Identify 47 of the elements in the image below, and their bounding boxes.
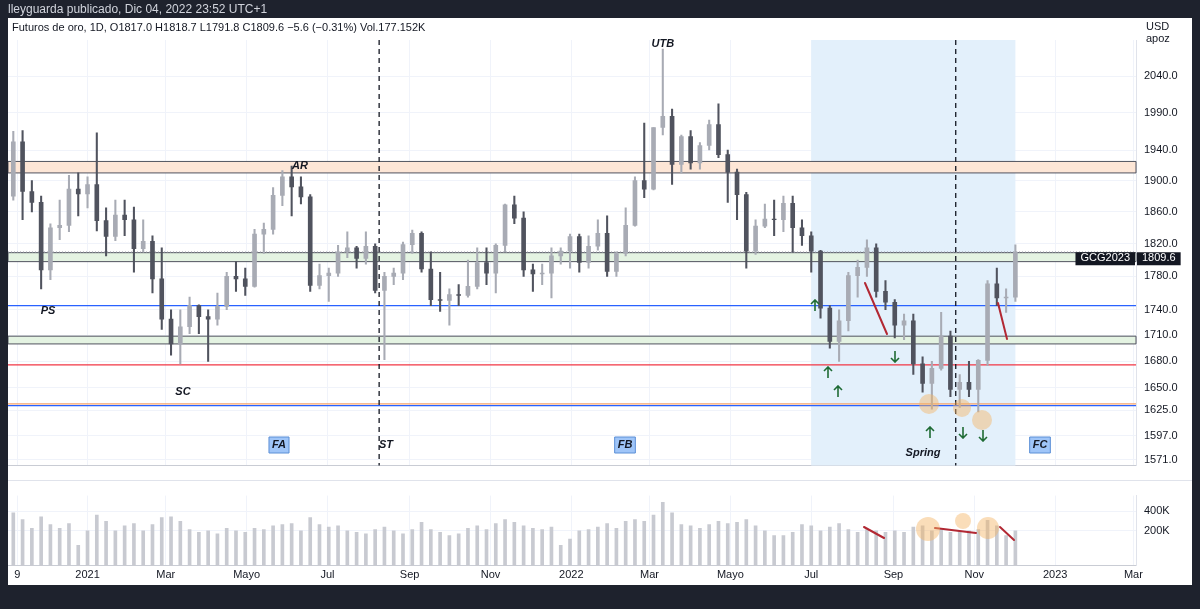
- x-tick-label: Mar: [1123, 568, 1144, 581]
- y-tick-label: 1780.0: [1144, 269, 1178, 282]
- y-tick-label: 1571.0: [1144, 452, 1178, 465]
- annotation: GCG2023: [1080, 251, 1130, 264]
- x-tick-label: Nov: [964, 568, 985, 581]
- annotation: FB: [617, 438, 633, 451]
- y-tick-label: 1710.0: [1144, 328, 1178, 341]
- x-tick-label: Jul: [804, 568, 819, 581]
- annotation: FA: [271, 438, 287, 451]
- x-tick-label: Mayo: [716, 568, 744, 581]
- annotation: PS: [40, 304, 56, 317]
- y-tick-label: 1820.0: [1144, 236, 1178, 249]
- x-tick-label: 2021: [75, 568, 100, 581]
- y-tick-label: 1740.0: [1144, 302, 1178, 315]
- annotation: Spring: [905, 446, 941, 459]
- ref-line-label: 1809.6: [1142, 251, 1176, 264]
- y-tick-label: 200K: [1144, 523, 1171, 536]
- y-tick-label: 1990.0: [1144, 105, 1178, 118]
- x-tick-label: Mayo: [233, 568, 261, 581]
- candlestick: [437, 271, 443, 312]
- y-tick-label: 1680.0: [1144, 354, 1178, 367]
- x-tick-label: Nov: [480, 568, 501, 581]
- y-tick-label: 1860.0: [1144, 204, 1178, 217]
- annotation: FC: [1032, 438, 1049, 451]
- annotation: SC: [175, 385, 192, 398]
- y-tick-label: 2040.0: [1144, 69, 1178, 82]
- x-tick-label: Mar: [640, 568, 660, 581]
- annotation: UTB: [651, 37, 675, 50]
- candlestick: [456, 284, 461, 306]
- x-tick-label: 2023: [1042, 568, 1068, 581]
- y-tick-label: 1597.0: [1144, 428, 1178, 441]
- y-tick-label: 400K: [1144, 504, 1171, 517]
- x-tick-label: Jul: [320, 568, 335, 581]
- y-tick-label: 1625.0: [1144, 403, 1178, 416]
- annotation: AR: [291, 159, 308, 172]
- x-tick-label: Sep: [883, 568, 904, 581]
- annotation: ST: [378, 438, 395, 451]
- x-tick-label: 2022: [559, 568, 584, 581]
- y-tick-label: 1900.0: [1144, 173, 1178, 186]
- y-tick-label: 1940.0: [1144, 143, 1178, 156]
- x-tick-label: 9: [14, 568, 21, 581]
- x-tick-label: Mar: [156, 568, 176, 581]
- chart-title: Futuros de oro, 1D, O1817.0 H1818.7 L1791.8 C1809.6 −5.6 (−0.31%) Vol.177.152K: [12, 21, 426, 33]
- y-tick-label: 1650.0: [1144, 380, 1178, 393]
- chart-subtitle: lleyguarda publicado, Dic 04, 2022 23:52 UTC+1: [8, 2, 268, 16]
- y-axis-title: USD apoz: [1146, 20, 1171, 44]
- x-tick-label: Sep: [399, 568, 420, 581]
